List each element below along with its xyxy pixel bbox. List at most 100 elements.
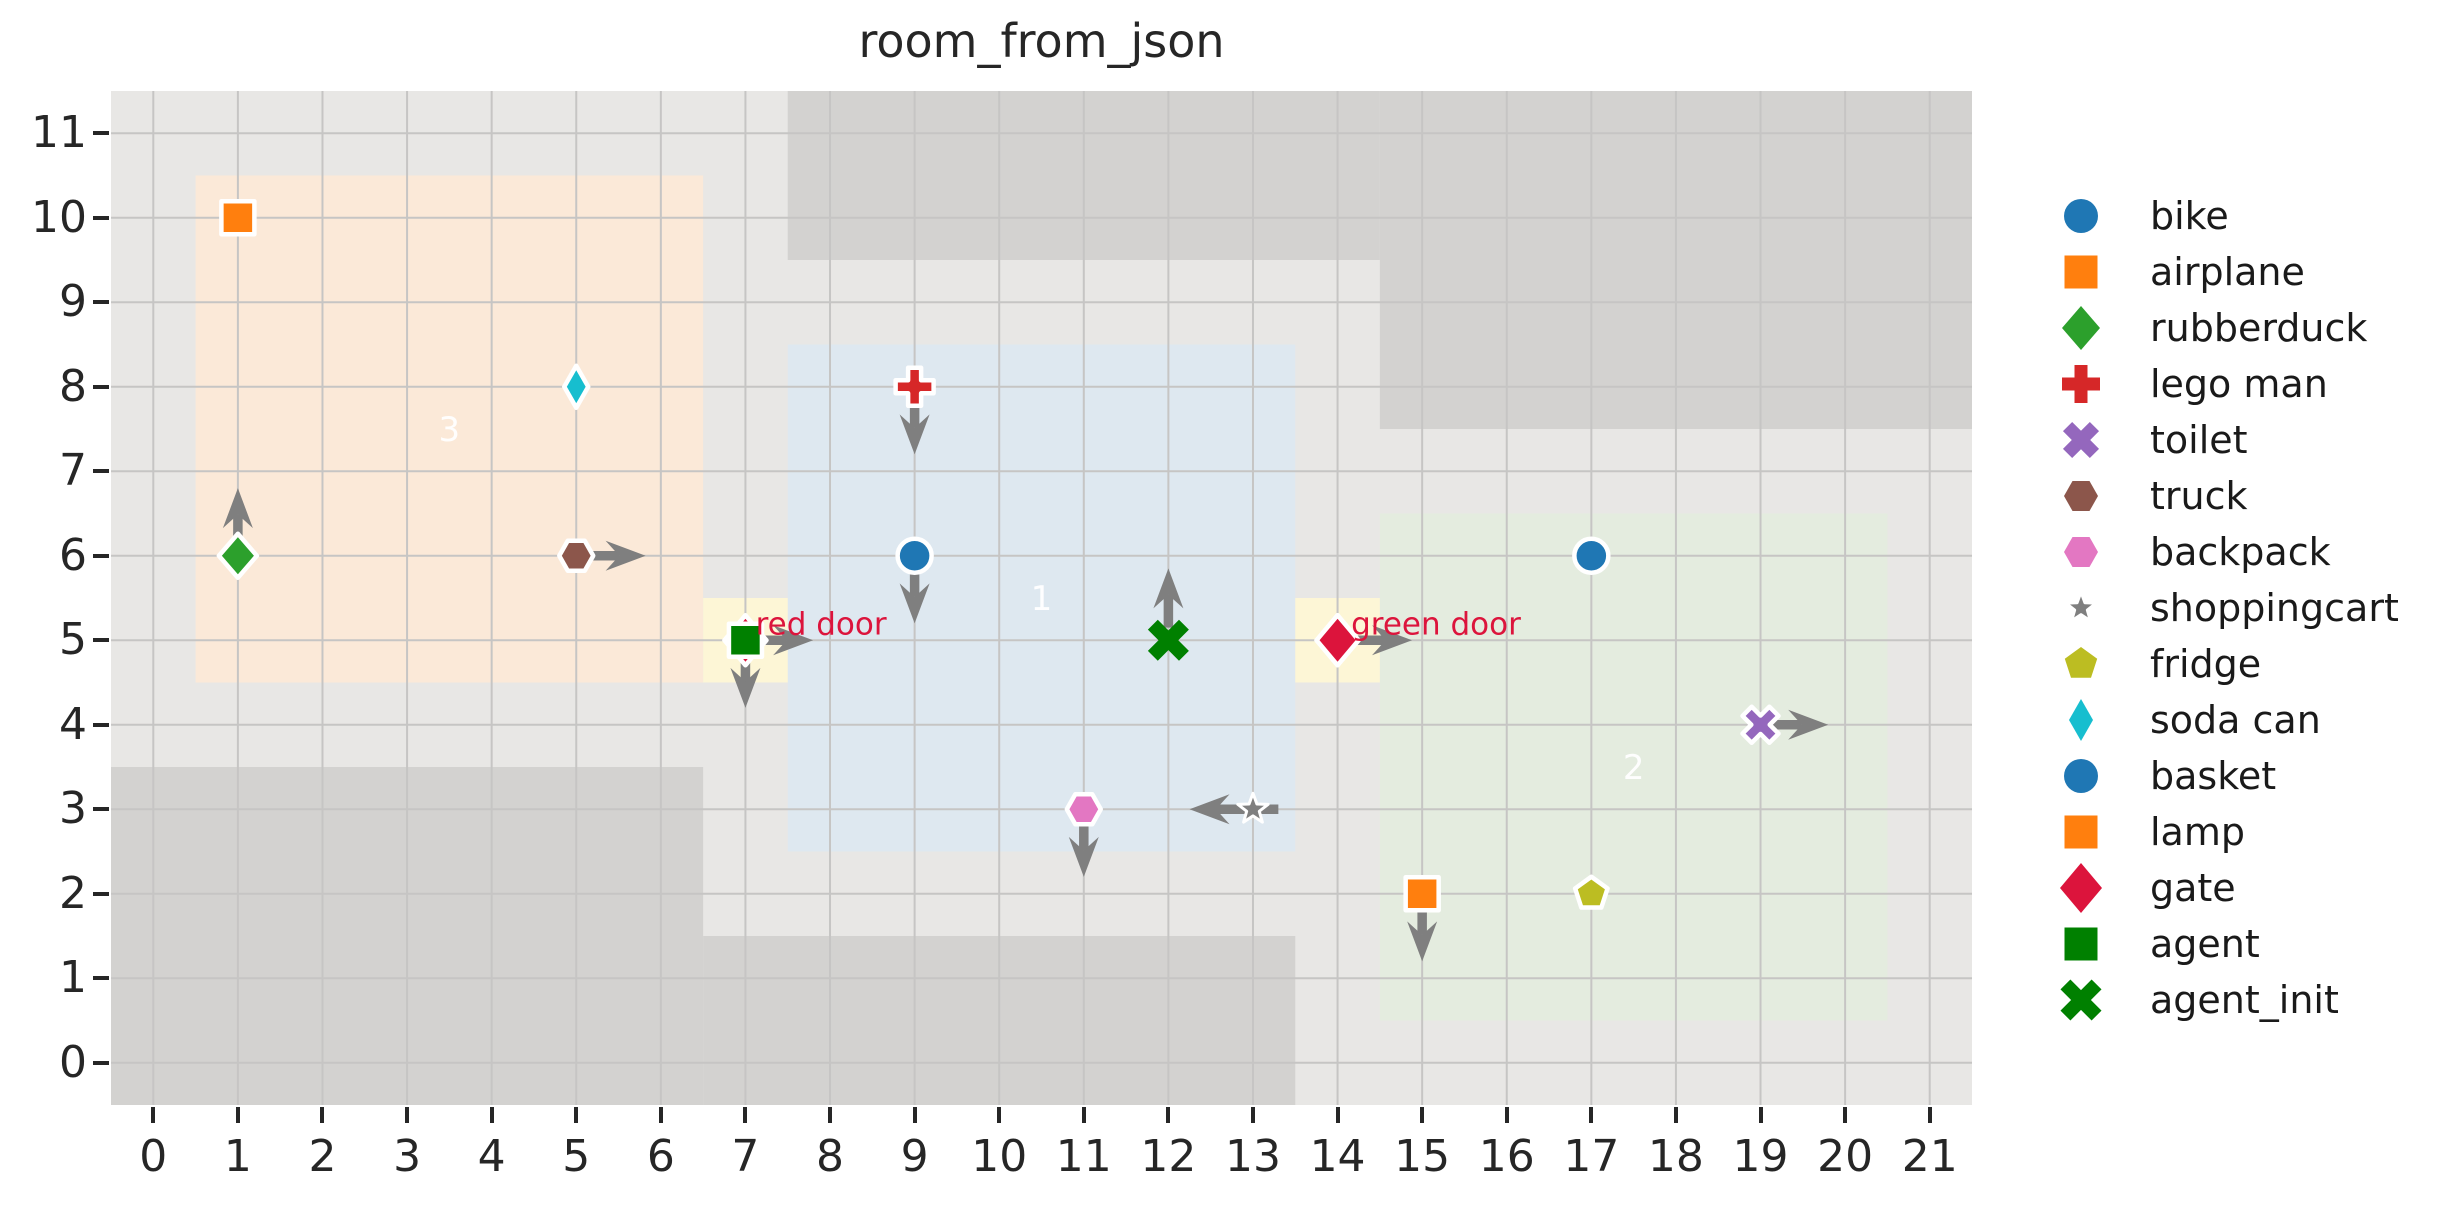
chart-title: room_from_json	[858, 14, 1225, 68]
orientation-arrow	[1768, 709, 1829, 740]
legend-label: soda can	[2150, 698, 2321, 742]
x-tick-label: 16	[1478, 1131, 1535, 1182]
x-tick-label: 10	[971, 1131, 1028, 1182]
x-tick-label: 5	[562, 1131, 591, 1182]
x-tick	[1420, 1107, 1425, 1123]
x-tick	[1843, 1107, 1848, 1123]
x-tick-label: 12	[1140, 1131, 1197, 1182]
y-tick	[93, 1060, 109, 1065]
legend-marker-square-icon	[2048, 244, 2114, 300]
orientation-arrow	[1153, 568, 1184, 628]
legend-label: toilet	[2150, 418, 2248, 462]
legend-marker-plus-icon	[2048, 356, 2114, 412]
x-tick	[828, 1107, 833, 1123]
room-3-area	[195, 175, 704, 683]
marker-bike	[895, 536, 934, 575]
legend-item-shoppingcart: shoppingcart	[2048, 580, 2399, 636]
y-tick-label: 3	[59, 783, 87, 835]
y-tick-label: 8	[59, 360, 87, 412]
x-tick	[1335, 1107, 1340, 1123]
marker-airplane	[219, 199, 257, 237]
x-tick-label: 9	[900, 1131, 929, 1182]
legend-label: agent_init	[2150, 978, 2339, 1022]
legend-marker-circle-icon	[2048, 748, 2114, 804]
legend-label: bike	[2150, 194, 2229, 238]
marker-agent_init	[1147, 619, 1189, 661]
room-label-2: 2	[1623, 748, 1645, 788]
y-tick-label: 7	[59, 445, 87, 497]
legend-label: rubberduck	[2150, 306, 2368, 350]
x-tick-label: 13	[1224, 1131, 1281, 1182]
legend-item-lamp: lamp	[2048, 804, 2399, 860]
x-tick-label: 3	[393, 1131, 422, 1182]
x-tick-label: 0	[139, 1131, 168, 1182]
marker-toilet	[1740, 704, 1781, 746]
legend-marker-circle-icon	[2048, 188, 2114, 244]
marker-backpack	[1064, 792, 1104, 827]
y-tick	[93, 469, 109, 474]
legend-item-airplane: airplane	[2048, 244, 2399, 300]
x-tick-label: 20	[1817, 1131, 1874, 1182]
x-tick	[1504, 1107, 1509, 1123]
plot-area: 3 1 2 red door green door	[111, 91, 1972, 1105]
legend-item-fridge: fridge	[2048, 636, 2399, 692]
y-tick	[93, 215, 109, 220]
x-tick	[320, 1107, 325, 1123]
y-tick-label: 11	[31, 107, 87, 159]
x-tick-label: 4	[477, 1131, 506, 1182]
legend-marker-pentagon-icon	[2048, 636, 2114, 692]
x-tick-label: 21	[1901, 1131, 1958, 1182]
marker-agent	[726, 621, 765, 659]
legend-item-bike: bike	[2048, 188, 2399, 244]
y-tick	[93, 976, 109, 981]
x-tick-label: 17	[1563, 1131, 1620, 1182]
legend-label: agent	[2150, 922, 2260, 966]
room-2-area	[1379, 513, 1888, 1021]
x-tick	[1589, 1107, 1594, 1123]
x-tick-label: 8	[816, 1131, 845, 1182]
y-tick-label: 10	[31, 191, 87, 243]
x-tick	[1166, 1107, 1171, 1123]
x-tick	[1250, 1107, 1255, 1123]
x-tick	[1927, 1107, 1932, 1123]
y-tick-label: 6	[59, 529, 87, 581]
legend-marker-diamond-big-icon	[2048, 860, 2114, 916]
orientation-arrow	[899, 572, 930, 624]
room-label-1: 1	[1031, 579, 1053, 619]
legend-label: truck	[2150, 474, 2248, 518]
x-tick	[151, 1107, 156, 1123]
legend-marker-diamond-icon	[2048, 300, 2114, 356]
x-tick	[235, 1107, 240, 1123]
x-tick	[997, 1107, 1002, 1123]
y-tick	[93, 553, 109, 558]
marker-gate	[1314, 613, 1361, 668]
legend-marker-star-icon	[2048, 580, 2114, 636]
y-tick	[93, 131, 109, 136]
x-tick	[574, 1107, 579, 1123]
legend-item-truck: truck	[2048, 468, 2399, 524]
legend-label: lamp	[2150, 810, 2245, 854]
legend-marker-hexagon-icon	[2048, 468, 2114, 524]
y-tick-label: 1	[59, 952, 87, 1004]
y-tick	[93, 638, 109, 643]
legend-item-toilet: toilet	[2048, 412, 2399, 468]
y-tick-label: 2	[59, 867, 87, 919]
x-tick-label: 2	[308, 1131, 337, 1182]
x-tick	[912, 1107, 917, 1123]
legend-label: basket	[2150, 754, 2277, 798]
y-tick-label: 0	[59, 1036, 87, 1088]
x-tick-label: 19	[1732, 1131, 1789, 1182]
door-label-red-door: red door	[756, 607, 887, 643]
x-tick	[658, 1107, 663, 1123]
legend: bike airplane rubberduck lego man toilet truc…	[2048, 188, 2399, 1028]
orientation-arrow	[1068, 826, 1099, 877]
door-label-green-door: green door	[1351, 607, 1521, 643]
legend-item-agent_init: agent_init	[2048, 972, 2399, 1028]
x-tick-label: 14	[1309, 1131, 1366, 1182]
legend-item-soda-can: soda can	[2048, 692, 2399, 748]
y-tick	[93, 300, 109, 305]
marker-basket	[1572, 536, 1611, 575]
x-tick	[489, 1107, 494, 1123]
legend-item-rubberduck: rubberduck	[2048, 300, 2399, 356]
x-tick-label: 11	[1055, 1131, 1112, 1182]
